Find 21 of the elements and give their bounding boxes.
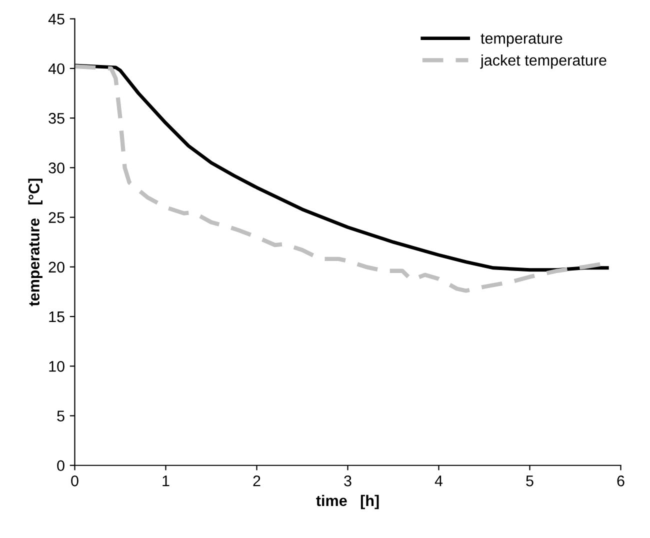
y-tick-label: 45 bbox=[48, 14, 64, 25]
x-tick-label: 2 bbox=[253, 475, 260, 486]
legend-label: temperature bbox=[480, 34, 562, 47]
y-tick-label: 35 bbox=[48, 112, 64, 124]
y-tick-label: 0 bbox=[57, 460, 64, 472]
y-tick-label: 20 bbox=[48, 262, 64, 273]
x-tick-label: 6 bbox=[617, 475, 624, 486]
y-tick-label: 15 bbox=[49, 312, 64, 322]
y-axis-title: temperature [°C] bbox=[28, 178, 42, 306]
x-tick-label: 4 bbox=[434, 476, 443, 486]
x-tick-label: 5 bbox=[526, 476, 534, 486]
x-tick-label: 0 bbox=[71, 475, 78, 486]
y-tick-label: 10 bbox=[49, 361, 64, 372]
x-tick-label: 3 bbox=[344, 475, 352, 486]
y-tick-label: 25 bbox=[48, 212, 64, 223]
x-tick-label: 1 bbox=[162, 476, 170, 486]
y-tick-label: 30 bbox=[48, 162, 64, 174]
legend-label: jacket temperature bbox=[480, 54, 606, 69]
x-axis-title: time [h] bbox=[316, 494, 379, 510]
y-tick-label: 40 bbox=[48, 63, 64, 74]
y-tick-label: 5 bbox=[57, 410, 64, 422]
